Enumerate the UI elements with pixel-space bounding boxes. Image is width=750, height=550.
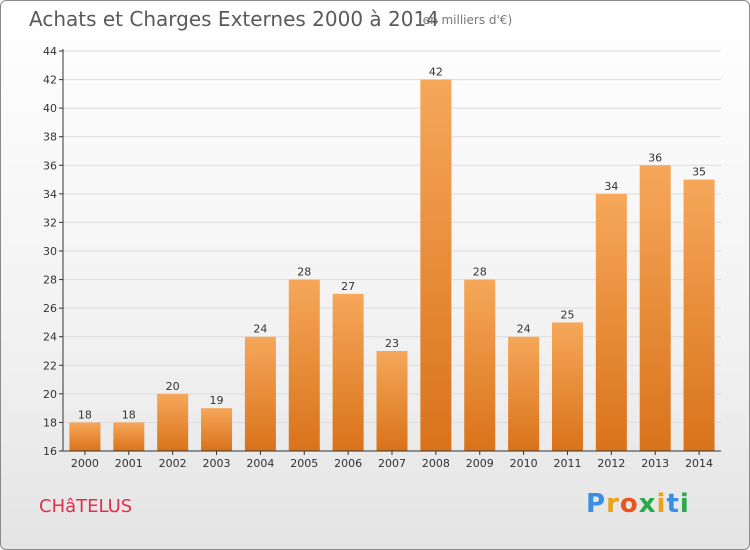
bar (420, 79, 452, 452)
x-tick-label: 2012 (597, 457, 625, 470)
chart-unit: (en milliers d'€) (418, 13, 513, 27)
x-tick-label: 2010 (510, 457, 538, 470)
x-tick-label: 2006 (334, 457, 362, 470)
bar (288, 279, 320, 451)
y-tick-label: 36 (43, 159, 57, 172)
logo-letter: i (656, 489, 667, 519)
x-tick-label: 2008 (422, 457, 450, 470)
x-tick-label: 2003 (203, 457, 231, 470)
y-tick-label: 26 (43, 302, 57, 315)
proxiti-logo[interactable]: Proxiti (586, 489, 690, 519)
bar (508, 336, 540, 451)
bar (595, 193, 627, 451)
bar (113, 422, 145, 451)
y-tick-label: 22 (43, 359, 57, 372)
logo-letter: t (666, 489, 680, 519)
x-tick-label: 2009 (466, 457, 494, 470)
x-tick-label: 2007 (378, 457, 406, 470)
bar-value-label: 28 (473, 266, 487, 279)
x-tick-label: 2002 (159, 457, 187, 470)
y-tick-label: 38 (43, 131, 57, 144)
bar-value-label: 18 (78, 408, 92, 421)
x-tick-label: 2000 (71, 457, 99, 470)
x-tick-label: 2014 (685, 457, 713, 470)
y-tick-label: 20 (43, 388, 57, 401)
bar (244, 336, 276, 451)
bar-value-label: 35 (692, 166, 706, 179)
y-tick-label: 18 (43, 416, 57, 429)
x-tick-label: 2011 (553, 457, 581, 470)
bar-value-label: 23 (385, 337, 399, 350)
x-tick-label: 2013 (641, 457, 669, 470)
logo-letter: r (606, 489, 620, 519)
bar (201, 408, 233, 451)
logo-letter: P (586, 489, 607, 519)
bar (157, 393, 189, 451)
y-tick-label: 44 (43, 45, 57, 58)
bar-value-label: 20 (166, 380, 180, 393)
y-tick-label: 42 (43, 74, 57, 87)
bar-value-label: 19 (210, 394, 224, 407)
bar-value-label: 24 (517, 323, 531, 336)
chart-title: Achats et Charges Externes 2000 à 2014 (29, 7, 439, 31)
bar (683, 179, 715, 452)
bar (639, 165, 671, 452)
logo-letter: o (619, 489, 639, 519)
y-tick-label: 24 (43, 331, 57, 344)
bar-value-label: 27 (341, 280, 355, 293)
y-tick-label: 16 (43, 445, 57, 458)
commune-name: CHâTELUS (39, 496, 133, 517)
bar (332, 293, 364, 451)
x-tick-label: 2001 (115, 457, 143, 470)
bar-value-label: 42 (429, 66, 443, 79)
x-tick-label: 2004 (246, 457, 274, 470)
bar-value-label: 34 (604, 180, 618, 193)
bar-value-label: 28 (297, 266, 311, 279)
y-tick-label: 34 (43, 188, 57, 201)
bar-value-label: 18 (122, 408, 136, 421)
y-tick-label: 30 (43, 245, 57, 258)
bar (376, 351, 408, 451)
logo-letter: x (638, 489, 657, 519)
y-tick-label: 40 (43, 102, 57, 115)
x-tick-label: 2005 (290, 457, 318, 470)
bar-value-label: 25 (560, 308, 574, 321)
bar (69, 422, 101, 451)
bar-value-label: 36 (648, 151, 662, 164)
y-tick-label: 32 (43, 216, 57, 229)
bar-value-label: 24 (253, 323, 267, 336)
logo-letter: i (679, 489, 690, 519)
bar (551, 322, 583, 451)
bar (464, 279, 496, 451)
y-tick-label: 28 (43, 274, 57, 287)
